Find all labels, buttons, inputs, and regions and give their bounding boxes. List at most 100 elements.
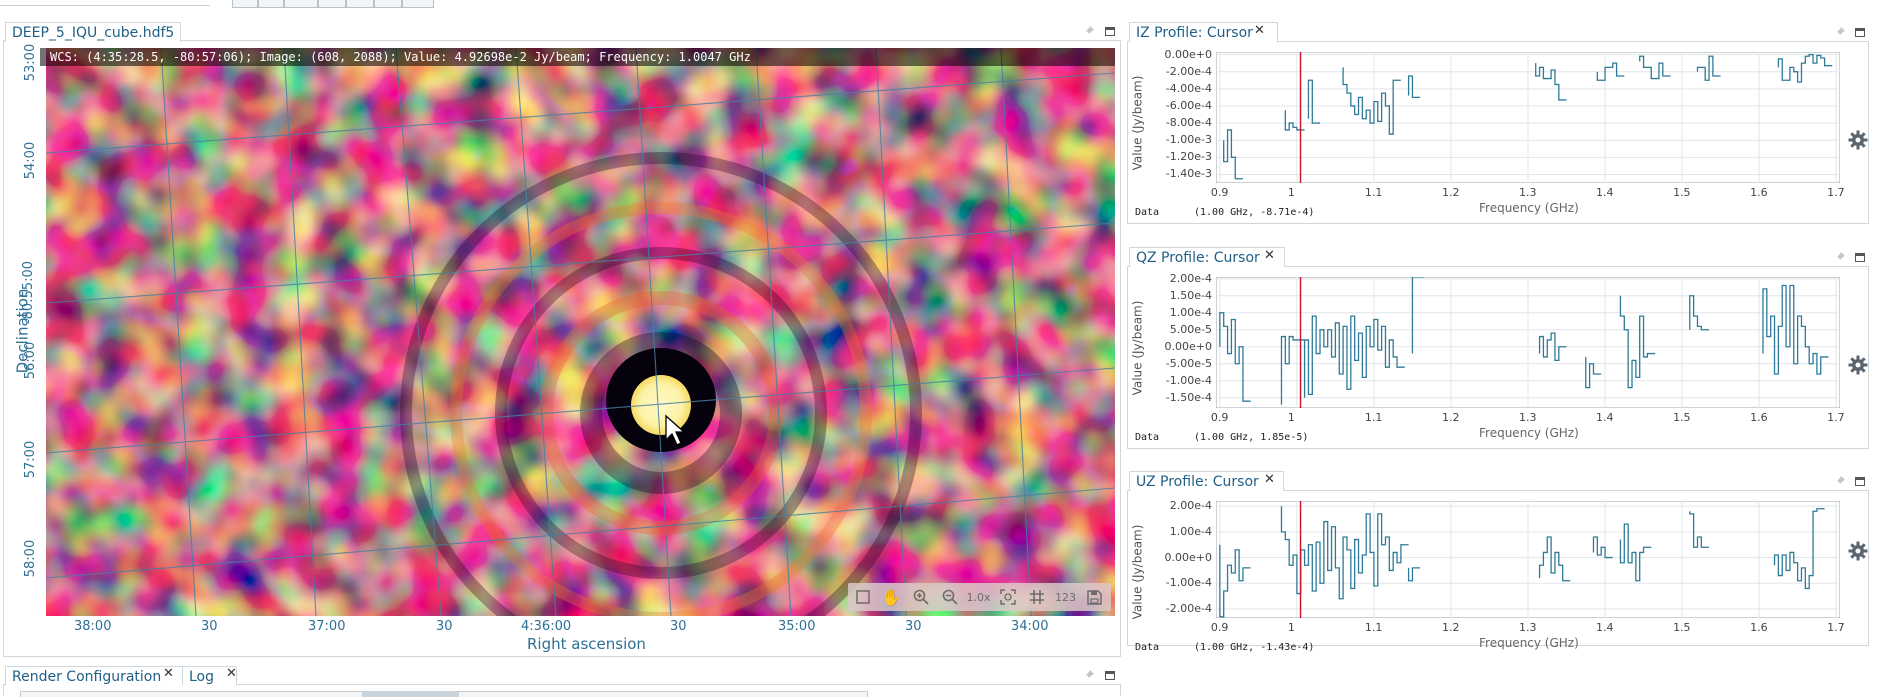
- profile-x-tick: 1.3: [1519, 621, 1537, 634]
- image-x-tick: 30: [201, 619, 218, 634]
- cursor-info-bar: WCS: (4:35:28.5, -80:57:06); Image: (608…: [40, 48, 1115, 66]
- profile-x-tick: 1.4: [1596, 411, 1614, 424]
- profile-x-axis-title: Frequency (GHz): [1479, 636, 1579, 650]
- profile-x-tick: 1.7: [1827, 186, 1845, 199]
- tab-profile[interactable]: IZ Profile: Cursor: [1129, 22, 1278, 42]
- profile-line-segment: [1773, 508, 1825, 590]
- profile-line-segment: [1535, 63, 1567, 101]
- profile-line-segment: [1538, 536, 1571, 582]
- zoom-level-label[interactable]: 1.0x: [966, 590, 991, 604]
- profile-plot[interactable]: [1216, 277, 1840, 408]
- profile-line-segment: [1762, 284, 1829, 375]
- region-rect-icon[interactable]: [848, 583, 877, 611]
- image-x-tick: 30: [670, 619, 687, 634]
- profile-x-tick: 1.3: [1519, 186, 1537, 199]
- profile-y-tick: -1.20e-3: [1165, 150, 1212, 164]
- profile-line-segment: [1596, 62, 1625, 81]
- profile-x-tick: 1.7: [1827, 621, 1845, 634]
- profile-x-axis-title: Frequency (GHz): [1479, 426, 1579, 440]
- profile-y-tick: -1.00e-4: [1165, 576, 1212, 590]
- tab-profile[interactable]: QZ Profile: Cursor: [1129, 247, 1285, 267]
- top-toolbar-button[interactable]: [374, 0, 402, 8]
- profile-x-tick: 1.6: [1750, 186, 1768, 199]
- profile-y-tick: -4.00e-4: [1165, 81, 1212, 95]
- image-y-tick: 57:00: [23, 440, 39, 479]
- pin-icon[interactable]: [1083, 669, 1095, 681]
- profile-y-tick: -2.00e-4: [1165, 602, 1212, 615]
- close-icon[interactable]: ✕: [226, 666, 237, 681]
- tab-profile[interactable]: UZ Profile: Cursor: [1129, 471, 1284, 491]
- profile-y-tick: 5.00e-5: [1169, 322, 1212, 336]
- top-toolbar-button[interactable]: [258, 0, 284, 8]
- profile-line-segment: [1689, 295, 1710, 331]
- profile-x-tick: 0.9: [1210, 186, 1229, 199]
- profile-y-tick: 1.50e-4: [1169, 288, 1212, 302]
- pan-hand-icon[interactable]: ✋: [881, 587, 902, 607]
- profile-y-tick: 0.00e+0: [1164, 550, 1212, 564]
- profile-line-segment: [1592, 536, 1613, 559]
- maximize-icon[interactable]: [1855, 477, 1865, 486]
- top-toolbar-button[interactable]: [232, 0, 258, 8]
- image-x-tick: 30: [905, 619, 922, 634]
- maximize-icon[interactable]: [1105, 27, 1115, 36]
- profile-x-tick: 1.5: [1673, 186, 1691, 199]
- pin-icon[interactable]: [1834, 251, 1846, 263]
- tab-log[interactable]: Log: [182, 666, 238, 685]
- profile-line-segment: [1280, 335, 1305, 405]
- tab-render-configuration[interactable]: Render Configuration: [5, 666, 185, 685]
- radio-image[interactable]: [46, 48, 1115, 616]
- profile-y-tick: 1.00e-4: [1169, 305, 1212, 319]
- pin-icon[interactable]: [1083, 25, 1095, 37]
- close-icon[interactable]: ✕: [1264, 248, 1275, 263]
- profile-y-tick: -2.00e-4: [1165, 64, 1212, 78]
- top-toolbar-stub: [0, 0, 210, 6]
- profile-line-segment: [1219, 544, 1251, 618]
- settings-gear-icon[interactable]: [1848, 355, 1868, 375]
- profile-y-tick: 0.00e+0: [1164, 339, 1212, 353]
- profile-x-tick: 1.4: [1596, 186, 1614, 199]
- tab-image-view[interactable]: DEEP_5_IQU_cube.hdf5: [5, 22, 182, 42]
- profile-plot[interactable]: [1216, 52, 1840, 183]
- image-x-tick: 35:00: [778, 619, 816, 634]
- profile-line-segment: [1223, 129, 1243, 180]
- settings-gear-icon[interactable]: [1848, 130, 1868, 150]
- close-icon[interactable]: ✕: [1254, 23, 1265, 38]
- top-toolbar-button[interactable]: [318, 0, 346, 8]
- image-y-tick: 54:00: [23, 141, 39, 180]
- profile-data-value: (1.00 GHz, -8.71e-4): [1194, 207, 1315, 218]
- close-icon[interactable]: ✕: [163, 666, 174, 681]
- profile-data-label: Data: [1135, 432, 1160, 443]
- maximize-icon[interactable]: [1105, 671, 1115, 680]
- top-toolbar-button[interactable]: [402, 0, 434, 8]
- image-x-tick: 4:36:00: [521, 619, 572, 634]
- profile-line-segment: [1585, 356, 1602, 389]
- profile-x-tick: 1.5: [1673, 621, 1691, 634]
- top-toolbar-button[interactable]: [284, 0, 318, 8]
- image-y-axis-title: Declination: [13, 288, 32, 374]
- close-icon[interactable]: ✕: [1264, 472, 1275, 487]
- profile-x-tick: 1.6: [1750, 411, 1768, 424]
- zoom-fit-icon[interactable]: [993, 583, 1022, 611]
- profile-line-segment: [1619, 523, 1652, 582]
- profile-line-segment: [1303, 315, 1405, 398]
- profile-plot[interactable]: [1216, 501, 1840, 618]
- zoom-out-icon[interactable]: [935, 583, 964, 611]
- image-x-tick: 38:00: [74, 619, 112, 634]
- labels-icon[interactable]: 123: [1055, 590, 1076, 604]
- maximize-icon[interactable]: [1855, 253, 1865, 262]
- pin-icon[interactable]: [1834, 26, 1846, 38]
- zoom-in-icon[interactable]: [906, 583, 935, 611]
- profile-x-tick: 1.1: [1364, 621, 1383, 634]
- pin-icon[interactable]: [1834, 475, 1846, 487]
- grid-icon[interactable]: [1022, 583, 1051, 611]
- profile-x-tick: 1: [1287, 411, 1295, 424]
- render-config-active-button[interactable]: [362, 691, 459, 697]
- top-toolbar-button[interactable]: [346, 0, 374, 8]
- bottom-dock-border: [3, 684, 1121, 696]
- save-icon[interactable]: [1080, 583, 1109, 611]
- profile-x-tick: 0.9: [1210, 621, 1229, 634]
- profile-y-tick: -1.50e-4: [1165, 390, 1212, 404]
- settings-gear-icon[interactable]: [1848, 541, 1868, 561]
- maximize-icon[interactable]: [1855, 28, 1865, 37]
- profile-x-tick: 1.6: [1750, 621, 1768, 634]
